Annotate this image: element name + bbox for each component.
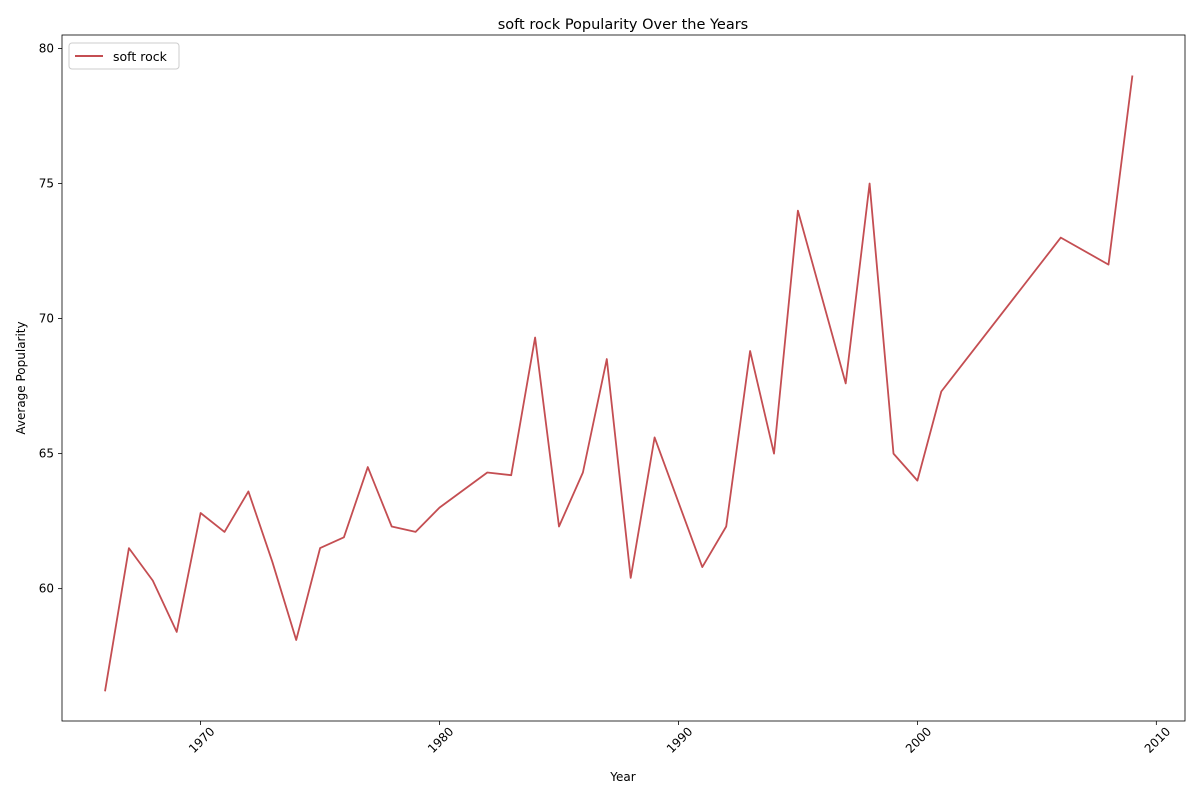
- data-point: [104, 690, 106, 692]
- data-point: [940, 391, 942, 393]
- data-point: [892, 453, 894, 455]
- y-tick-label: 75: [39, 177, 54, 191]
- plot-area: [104, 75, 1134, 692]
- legend-box: [68, 42, 180, 70]
- data-point: [654, 436, 656, 438]
- data-point: [295, 639, 297, 641]
- data-point: [486, 472, 488, 474]
- series-line-soft-rock: [104, 75, 1134, 692]
- data-point: [1108, 264, 1110, 266]
- data-point: [1060, 237, 1062, 239]
- data-point: [200, 512, 202, 514]
- data-point: [630, 577, 632, 579]
- data-point: [558, 526, 560, 528]
- data-point: [534, 336, 536, 338]
- data-point: [152, 580, 154, 582]
- data-point: [749, 350, 751, 352]
- axes-frame: [61, 34, 1186, 722]
- data-point: [223, 531, 225, 533]
- data-point: [845, 382, 847, 384]
- x-axis-label: Year: [609, 770, 635, 784]
- data-point: [606, 358, 608, 360]
- legend-label-soft-rock: soft rock: [113, 49, 168, 64]
- y-axis: 60 65 70 75 80: [39, 42, 62, 596]
- data-point: [725, 526, 727, 528]
- data-point: [415, 531, 417, 533]
- data-point: [391, 526, 393, 528]
- y-tick-label: 60: [39, 582, 54, 596]
- data-point: [510, 474, 512, 476]
- data-point: [271, 561, 273, 563]
- data-point: [582, 472, 584, 474]
- data-point: [869, 183, 871, 185]
- data-point: [247, 490, 249, 492]
- data-point: [797, 210, 799, 212]
- y-tick-label: 65: [39, 447, 54, 461]
- data-point: [916, 480, 918, 482]
- data-point: [367, 466, 369, 468]
- data-point: [773, 453, 775, 455]
- y-tick-label: 80: [39, 42, 54, 56]
- data-point: [1131, 75, 1133, 77]
- data-point: [343, 536, 345, 538]
- legend: soft rock: [68, 42, 180, 70]
- data-point: [176, 631, 178, 633]
- data-point: [439, 507, 441, 509]
- data-point: [128, 547, 130, 549]
- data-point: [319, 547, 321, 549]
- chart-title: soft rock Popularity Over the Years: [498, 17, 748, 33]
- data-point: [701, 566, 703, 568]
- y-tick-label: 70: [39, 312, 54, 326]
- y-axis-label: Average Popularity: [14, 321, 28, 434]
